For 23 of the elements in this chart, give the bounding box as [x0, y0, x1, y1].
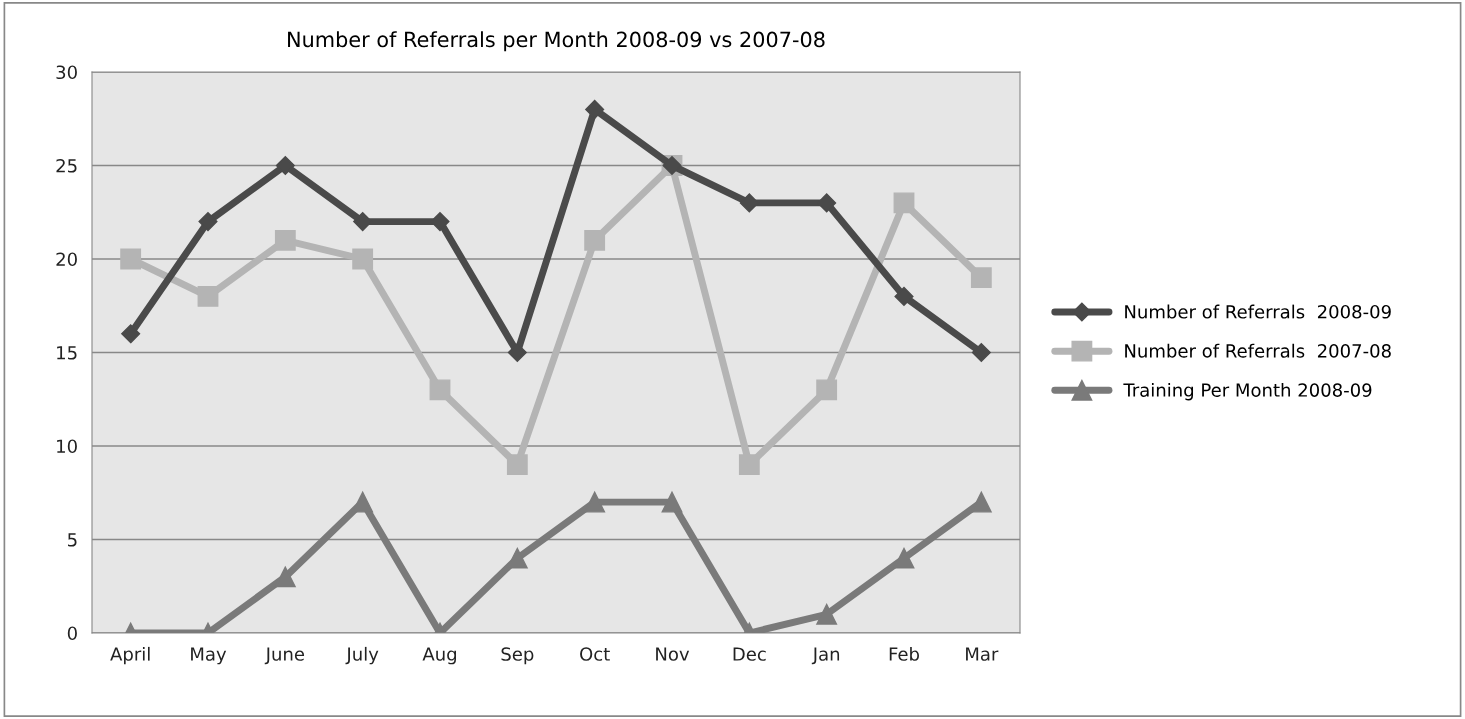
- x-tick-label: Sep: [501, 647, 534, 665]
- x-tick-label: July: [345, 646, 379, 665]
- y-tick-label: 10: [57, 439, 77, 454]
- legend-label: Number of Referrals 2008-09: [1125, 304, 1391, 319]
- legend-label: Training Per Month 2008-09: [1123, 382, 1372, 401]
- x-tick-label: Jan: [811, 647, 840, 665]
- x-tick-label: Oct: [580, 647, 610, 661]
- y-tick-label: 20: [56, 252, 77, 267]
- x-tick-label: May: [191, 647, 227, 665]
- x-tick-label: Nov: [656, 647, 690, 661]
- x-tick-label: Feb: [889, 646, 919, 661]
- legend-label: Number of Referrals 2007-08: [1125, 343, 1391, 358]
- x-tick-label: June: [264, 647, 305, 665]
- x-tick-label: April: [110, 646, 150, 665]
- x-tick-label: Mar: [966, 647, 999, 661]
- y-tick-label: 30: [56, 65, 77, 80]
- y-tick-label: 25: [56, 158, 77, 173]
- chart-title: Number of Referrals per Month 2008-09 vs 2007-08: [288, 31, 825, 52]
- y-tick-label: 5: [68, 533, 77, 547]
- y-tick-label: 15: [57, 346, 77, 360]
- x-tick-label: Aug: [422, 647, 456, 665]
- x-tick-label: Dec: [733, 647, 766, 661]
- y-tick-label: 0: [67, 626, 77, 641]
